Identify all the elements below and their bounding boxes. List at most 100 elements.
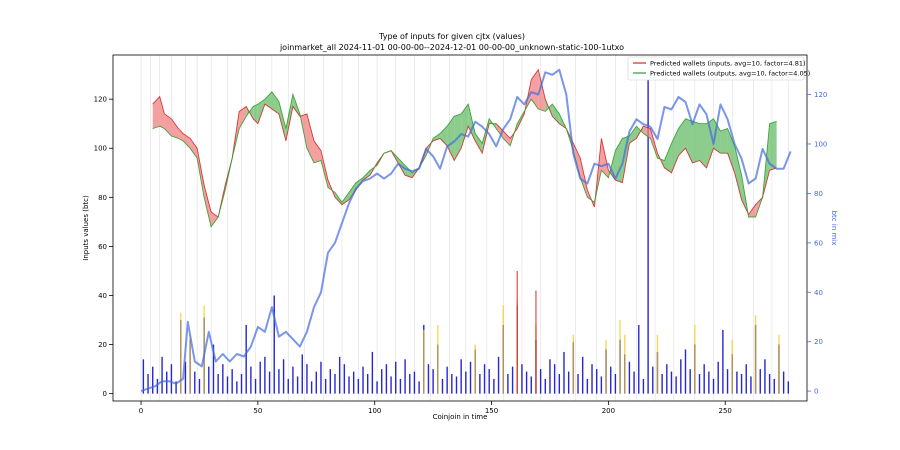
wallet-diff-fill [643, 126, 651, 139]
plot-frame [112, 54, 808, 402]
input-value-bar [708, 371, 710, 394]
input-value-bar [348, 376, 350, 394]
input-value-bar [600, 376, 603, 394]
x-tick-label: 200 [602, 407, 615, 415]
input-value-bar [558, 374, 561, 394]
input-value-bar [535, 290, 537, 394]
legend-entry-outputs: Predicted wallets (outputs, avg=10, fact… [650, 70, 810, 78]
wallet-diff-fill [306, 113, 314, 163]
input-value-bar [296, 376, 299, 394]
input-value-bar [740, 374, 743, 394]
input-value-bar [591, 364, 593, 394]
input-value-bar [161, 356, 163, 394]
input-value-bar [722, 329, 724, 394]
input-value-bar [745, 364, 747, 394]
input-value-bar [194, 371, 196, 394]
input-value-bar [666, 364, 668, 394]
input-value-bar [226, 376, 229, 394]
input-value-bar [782, 371, 785, 394]
input-value-bar [189, 334, 191, 394]
y-tick-label: 20 [98, 341, 107, 349]
input-value-bar [768, 374, 771, 394]
y-axis-right-label: btc in mix [830, 211, 838, 246]
input-value-bar [577, 374, 579, 394]
y-right-tick-label: 0 [814, 388, 818, 396]
input-value-bar [759, 369, 761, 394]
input-value-bar [441, 378, 444, 394]
input-value-bar [628, 361, 631, 394]
input-value-bar [409, 374, 411, 394]
input-value-bar [264, 356, 266, 394]
input-value-bar [516, 270, 518, 394]
y-right-tick-label: 80 [814, 190, 823, 198]
input-value-bar [329, 369, 332, 394]
input-value-bar [259, 361, 261, 394]
wallet-diff-fill [713, 118, 721, 154]
input-value-bar [371, 351, 374, 394]
input-value-bar [549, 359, 551, 394]
input-value-bar [525, 371, 528, 394]
wallet-diff-fill [264, 91, 272, 109]
wallet-diff-fill [461, 104, 469, 149]
input-value-bar [652, 366, 654, 394]
y-tick-label: 80 [98, 194, 107, 202]
input-value-bar [680, 359, 682, 394]
input-value-bar [287, 378, 289, 394]
input-value-bar [362, 366, 364, 394]
wallet-diff-fill [171, 118, 179, 139]
y-tick-label: 120 [94, 96, 107, 104]
input-value-bar [352, 371, 355, 394]
wallet-diff-fill [440, 126, 448, 146]
input-value-bar [684, 349, 687, 394]
input-value-bar [633, 371, 635, 394]
wallet-diff-fill [278, 101, 286, 141]
legend: Predicted wallets (inputs, avg=10, facto… [627, 56, 810, 81]
input-value-bar [455, 376, 458, 394]
input-value-bar [152, 366, 154, 394]
input-value-bar [208, 366, 210, 394]
input-value-bar [605, 339, 607, 394]
input-value-bar [563, 351, 565, 394]
input-value-bar [736, 371, 738, 394]
input-value-bar [381, 369, 383, 394]
input-value-bar [306, 364, 308, 394]
series-line-outputs [152, 91, 777, 228]
input-value-bar [698, 374, 701, 394]
input-value-bar [544, 378, 546, 394]
input-value-bar [539, 369, 542, 394]
input-value-bar [488, 369, 490, 394]
input-value-bar [460, 359, 462, 394]
input-value-bar [497, 356, 500, 394]
input-value-bar [320, 361, 322, 394]
wallet-diff-fill [239, 106, 247, 129]
input-value-bar [750, 376, 752, 394]
input-value-bar [437, 324, 439, 394]
chart-subtitle: joinmarket_all 2024-11-01 00-00-00--2024… [279, 43, 624, 52]
input-value-bar [268, 371, 271, 394]
input-value-bar [712, 378, 715, 394]
input-value-bar [610, 366, 612, 394]
input-value-bar [343, 364, 346, 394]
y-tick-label: 60 [98, 243, 107, 251]
wallet-diff-fill [503, 131, 511, 146]
input-value-bar [357, 378, 360, 394]
input-value-bar [614, 374, 617, 394]
input-value-bar [367, 374, 369, 394]
input-value-bar [773, 378, 775, 394]
wallet-diff-fill [552, 104, 560, 124]
wallet-diff-fill [615, 138, 623, 183]
y-tick-label: 0 [103, 390, 107, 398]
input-value-bar [787, 381, 790, 394]
input-value-bar [689, 369, 691, 394]
wallet-diff-fill [475, 133, 483, 154]
input-value-bar [572, 334, 575, 394]
plot-area [140, 55, 792, 401]
input-value-bar [142, 359, 145, 394]
input-value-bar [395, 361, 397, 394]
input-value-bar [502, 305, 504, 394]
wallet-diff-fill [433, 133, 441, 141]
wallet-diff-fill [313, 140, 321, 163]
input-value-bar [638, 324, 640, 394]
axes: 0 50 100 150 200 250 0 20 40 60 80 100 120 0 20 40 60 80 1… [94, 91, 828, 415]
input-value-bar [764, 359, 766, 394]
